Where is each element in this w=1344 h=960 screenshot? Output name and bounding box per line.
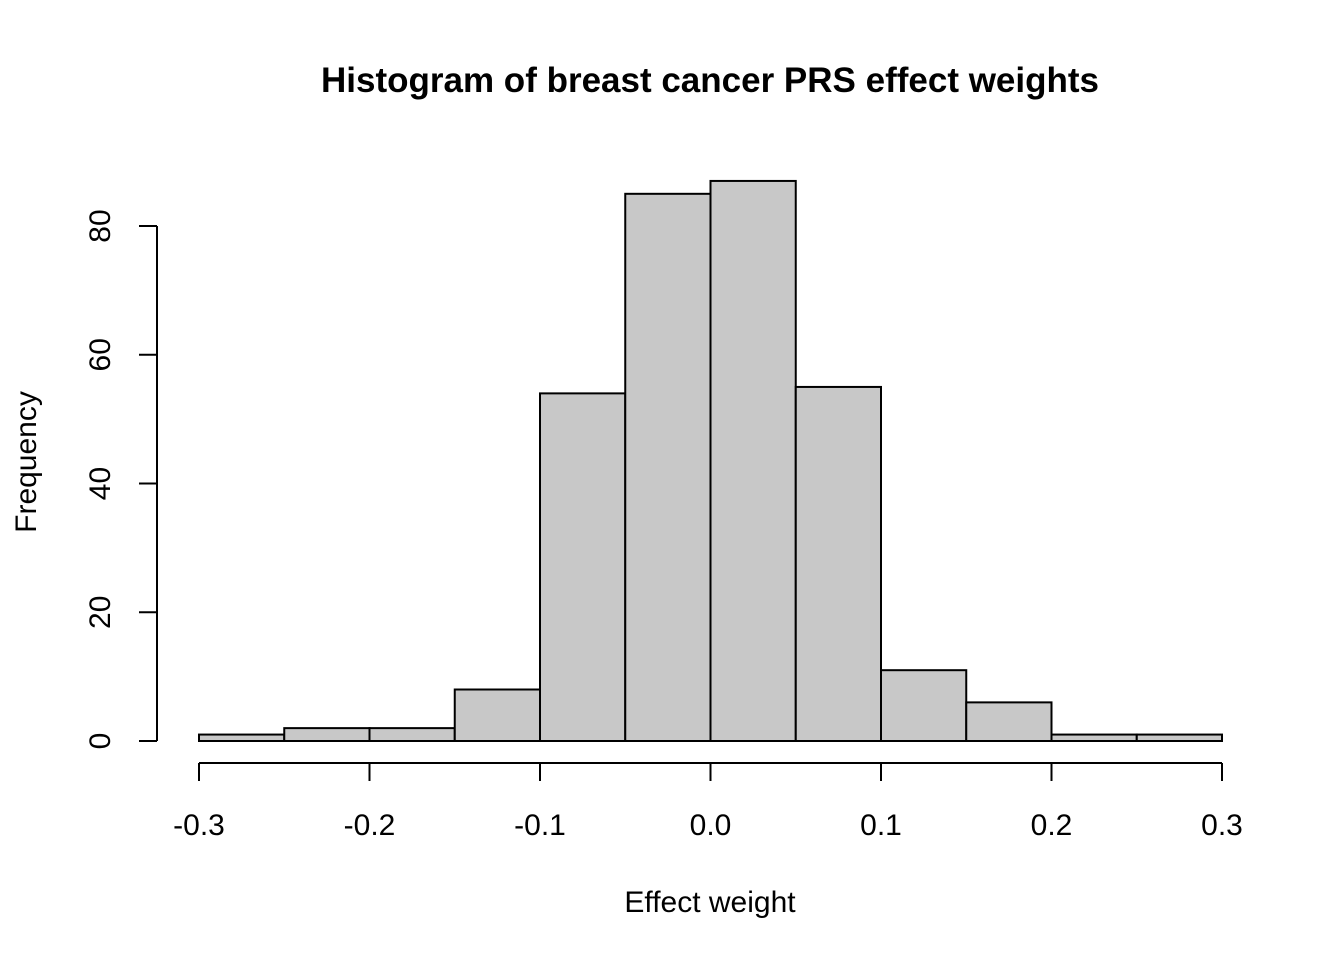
histogram-bar bbox=[198, 733, 286, 742]
x-tick-label: 0.0 bbox=[690, 809, 732, 842]
y-tick-label: 40 bbox=[84, 467, 117, 500]
histogram-bar bbox=[709, 179, 797, 742]
y-axis: 0 20 40 60 80 bbox=[84, 209, 158, 750]
y-tick-label: 80 bbox=[84, 209, 117, 242]
y-tick-label: 0 bbox=[84, 733, 117, 750]
histogram-bar bbox=[1135, 733, 1223, 742]
x-tick-label: -0.2 bbox=[344, 809, 396, 842]
histogram-bar bbox=[624, 192, 712, 742]
y-axis-label: Frequency bbox=[10, 391, 43, 533]
chart-title: Histogram of breast cancer PRS effect we… bbox=[321, 61, 1099, 100]
histogram-bars bbox=[198, 179, 1223, 742]
x-axis-label: Effect weight bbox=[624, 886, 796, 919]
histogram-bar bbox=[539, 392, 627, 742]
x-tick-label: 0.1 bbox=[860, 809, 902, 842]
y-tick-label: 20 bbox=[84, 596, 117, 629]
histogram-bar bbox=[283, 727, 371, 742]
histogram-bar bbox=[794, 385, 882, 742]
x-tick-label: 0.3 bbox=[1201, 809, 1243, 842]
y-tick-label: 60 bbox=[84, 338, 117, 371]
x-tick-label: -0.1 bbox=[514, 809, 566, 842]
histogram-bar bbox=[1050, 733, 1138, 742]
x-axis: -0.3 -0.2 -0.1 0.0 0.1 0.2 0.3 bbox=[173, 762, 1243, 842]
histogram-bar bbox=[880, 669, 968, 742]
histogram-bar bbox=[368, 727, 456, 742]
x-tick-label: -0.3 bbox=[173, 809, 225, 842]
histogram-bar bbox=[965, 701, 1053, 742]
x-tick-label: 0.2 bbox=[1031, 809, 1073, 842]
histogram-bar bbox=[453, 688, 541, 742]
